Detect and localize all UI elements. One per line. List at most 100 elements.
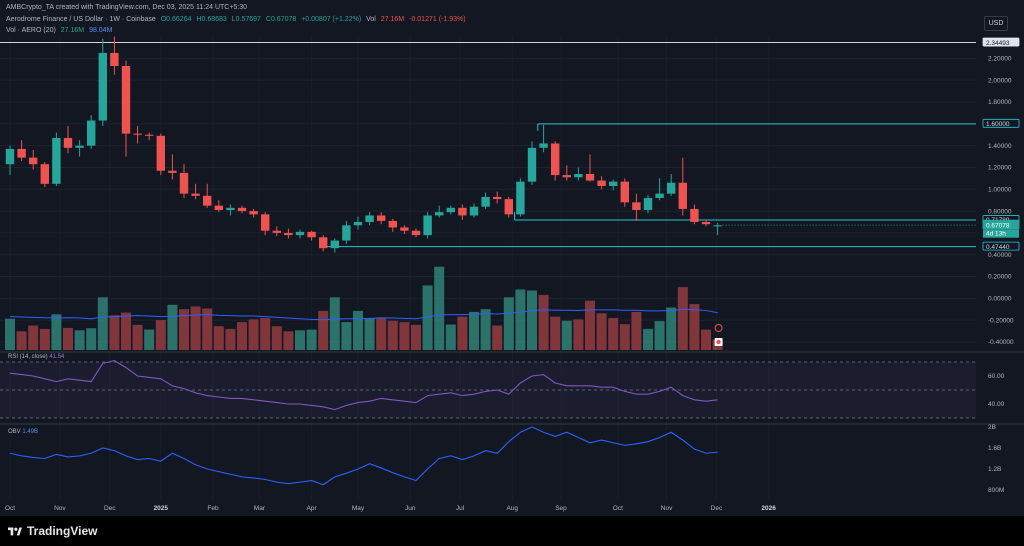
volume-bar [701,329,711,350]
candle-body [678,182,687,209]
obv-tick-label: 2B [988,424,996,431]
candle-body [411,230,421,236]
price-tick-label: 1.20000 [988,165,1012,172]
candle-body [98,52,107,121]
time-axis-label: Dec [711,505,723,512]
obv-tick-label: 800M [988,487,1004,494]
time-axis-label: Nov [661,505,673,512]
volume-bar [144,329,155,350]
volume-bar [97,297,108,350]
time-axis-label: May [352,505,365,512]
volume-legend-v1: 27.16M [60,27,85,34]
candle-body [110,52,119,66]
volume-bar [51,314,62,350]
volume-bar [585,300,595,350]
time-axis-label: Oct [5,505,15,512]
candle-body [226,207,235,210]
candle-body [423,215,432,236]
chart-watermark-line: AMBCrypto_TA created with TradingView.co… [6,4,248,11]
volume-bar [689,304,700,350]
volume-bar [376,317,387,350]
currency-selector[interactable]: USD [984,16,1008,31]
volume-bar [121,312,131,350]
footer-bar: TradingView [0,516,1024,546]
obv-legend[interactable]: OBV 1.49B [8,429,38,435]
candle-body [261,214,270,231]
ohlc-high: H0.68683 [196,16,227,23]
candle-body [75,145,84,148]
tradingview-logo-icon [8,527,22,536]
volume-bar [295,330,305,350]
volume-bar [457,316,468,350]
volume-bar [469,311,479,350]
volume-bar [179,309,189,350]
rsi-tick-label: 40.00 [988,401,1005,408]
price-tick-label: 0.00000 [988,296,1012,303]
rsi-value: 41.54 [49,354,65,360]
candle-body [469,206,479,216]
candle-body [655,193,664,198]
volume-bar [237,322,247,350]
tradingview-logo-text: TradingView [27,524,98,538]
volume-bar [573,319,584,350]
volume-bar [608,318,619,350]
candle-body [203,195,212,206]
volume-bar [248,319,259,350]
time-axis-label: Jul [456,505,465,512]
volume-bar [445,324,456,350]
price-label-box [982,37,1020,47]
vol-value: 27.16M [380,16,405,23]
time-axis-label: Mar [254,505,266,512]
price-label-box [982,219,1020,230]
volume-ma-line [9,308,718,321]
candle-body [516,181,525,215]
candle-body [446,207,455,213]
volume-bar [538,294,549,350]
volume-bar [5,318,15,350]
symbol-line: Aerodrome Finance / US Dollar · 1W · Coi… [6,16,469,23]
price-tick-label: 1.40000 [988,143,1012,150]
obv-line [9,426,718,486]
volume-bar [283,331,294,350]
candle-body [353,222,363,226]
candle-body [585,174,595,181]
candle-body [690,208,699,222]
candle-body [145,134,154,136]
candle-body [667,182,676,194]
candle-body [237,207,247,212]
obv-tick-label: 1.2B [988,466,1001,473]
volume-bar [86,328,97,350]
volume-bar [16,331,27,350]
candle-body [643,198,653,210]
volume-legend[interactable]: Vol · AERO (20) 27.16M 98.04M [6,27,115,34]
ohlc-low: L0.57697 [231,16,261,23]
volume-bar [306,329,317,350]
volume-bar [677,287,688,350]
volume-bar [202,308,213,350]
volume-bar [527,290,537,350]
candle-body [504,199,513,215]
volume-bar [132,324,143,350]
time-axis-label: 2026 [761,505,776,512]
price-label-text: 1.60000 [986,121,1010,128]
symbol-title[interactable]: Aerodrome Finance / US Dollar · 1W · Coi… [6,16,156,23]
volume-legend-v2: 98.04M [89,27,113,34]
candle-body [249,211,258,215]
volume-bar [619,324,630,350]
vol-label: Vol [366,16,376,23]
price-tick-label: 0.40000 [988,252,1012,259]
candle-body [377,215,386,221]
obv-label: OBV [8,429,21,435]
volume-bar [74,330,85,350]
time-axis-label: Oct [613,505,623,512]
candle-body [133,133,142,135]
obv-value: 1.49B [22,429,39,435]
price-tick-label: -0.20000 [988,317,1014,324]
time-axis-label: Apr [307,505,318,512]
tradingview-logo[interactable]: TradingView [8,524,97,538]
candle-body [551,143,560,176]
candle-body [121,66,131,134]
price-tick-label: 1.80000 [988,99,1012,106]
rsi-legend[interactable]: RSI (14, close) 41.54 [8,354,64,360]
